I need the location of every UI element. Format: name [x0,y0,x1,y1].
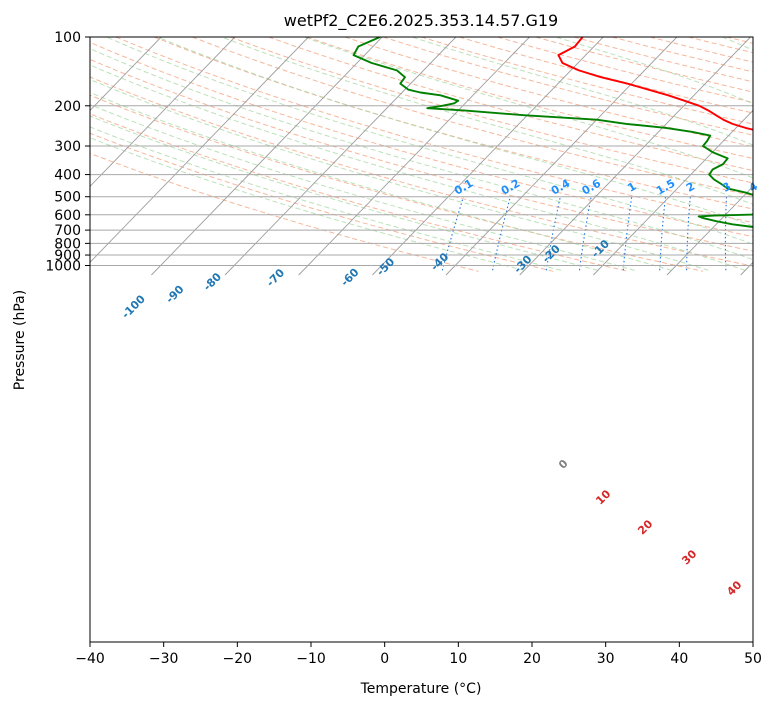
y-tick-label: 400 [54,168,81,184]
mixing-ratio-line [659,196,667,271]
dry-adiabat-line [230,37,753,184]
moist-adiabat-line [90,115,598,271]
x-tick-label: 0 [380,651,389,667]
y-tick-label: 100 [54,30,81,46]
temperature-profile-line [557,37,753,131]
moist-adiabat-line [90,64,746,271]
mixing-ratio-line [578,196,592,271]
y-tick-label: 200 [54,99,81,115]
isotherm-line [445,37,678,276]
isotherm-line [666,185,753,276]
moist-adiabat-line [90,48,753,261]
isotherm-line [372,37,604,276]
mixing-ratio-line [622,196,633,271]
dry-adiabat-line [306,37,753,159]
mixing-ratio-line [724,196,728,271]
isotherm-line [90,37,162,112]
moist-adiabat-line [90,78,709,271]
axes: −40 −30 −20 −10 0 10 20 30 40 50 100 200 300 400 500 60… [45,30,762,667]
moist-adiabat-line [90,126,562,271]
dry-adiabat-line [115,37,753,224]
sounding-lines [352,37,753,228]
plot-frame [89,36,754,643]
y-tick-label: 700 [54,223,81,239]
isotherm-line [90,37,309,263]
dewpoint-profile-line [352,37,753,228]
dry-adiabat-line [90,58,753,252]
x-tick-label: −30 [149,651,179,667]
y-axis-label: Pressure (hPa) [12,290,28,390]
mixing-ratio-line [545,196,561,271]
moist-adiabat-line [90,137,525,271]
x-tick-label: 40 [670,651,688,667]
mixing-ratio-line [492,196,511,271]
x-tick-label: −20 [223,651,253,667]
isotherm-line [593,109,753,276]
mixing-ratio-line [441,196,465,271]
isotherm-line [90,37,236,188]
isotherm-line [519,37,751,276]
dry-adiabat-line [90,94,704,272]
x-tick-label: 30 [597,651,615,667]
moist-adiabat-line [106,37,753,245]
moist-adiabat-line [303,37,753,179]
y-tick-label: 1000 [45,259,81,275]
isotherm-line [224,37,457,276]
y-tick-label: 800 [54,236,81,252]
dry-adiabat-line [90,41,753,238]
x-tick-label: −40 [75,651,105,667]
y-tick-label: 500 [54,190,81,206]
x-axis-label: Temperature (°C) [360,681,482,697]
x-tick-label: 50 [744,651,762,667]
dry-adiabat-line [90,76,753,267]
y-tick-label: 300 [54,139,81,155]
y-tick-label: 600 [54,208,81,224]
moist-adiabat-line [90,104,635,271]
x-tick-label: −10 [296,651,326,667]
grid-layer [90,37,753,276]
x-tick-label: 20 [523,651,541,667]
isotherm-line [151,37,383,276]
dry-adiabat-line [268,37,753,172]
x-tick-label: 10 [449,651,467,667]
chart-title: wetPf2_C2E6.2025.353.14.57.G19 [284,11,558,31]
y-tick-label: 900 [54,248,81,264]
moist-adiabat-line [221,37,753,205]
isotherm-line [298,37,530,276]
mixing-ratio-line [686,196,691,271]
